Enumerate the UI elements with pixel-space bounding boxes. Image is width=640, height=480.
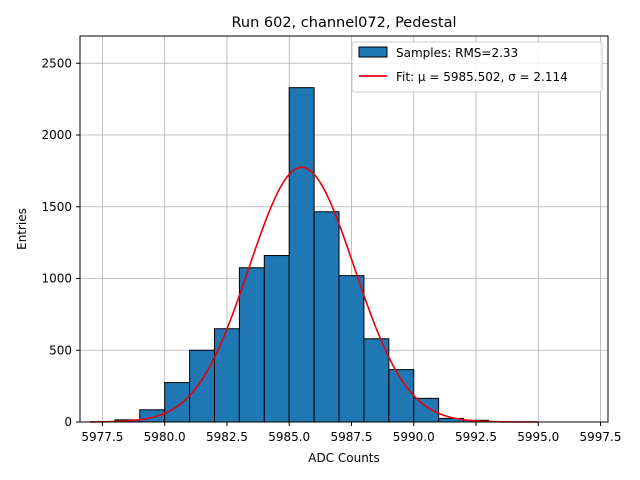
histogram-bar: [313, 211, 340, 423]
histogram-bar: [413, 397, 440, 423]
y-tick-label: 2000: [41, 128, 72, 142]
fit-curve: [89, 166, 539, 423]
x-axis-ticks: 5977.5 5980.0 5982.5 5985.0 5987.5 5990.0 5992…: [81, 422, 622, 444]
y-tick-label: 0: [64, 415, 72, 429]
y-tick-label: 500: [49, 343, 72, 357]
fit-line: [89, 166, 539, 423]
histogram-bar: [388, 369, 415, 423]
grid: [80, 36, 608, 423]
x-tick-label: 5990.0: [393, 430, 435, 444]
legend-label-fit: Fit: μ = 5985.502, σ = 2.114: [396, 70, 568, 84]
y-tick-label: 1500: [41, 200, 72, 214]
legend-label-histogram: Samples: RMS=2.33: [396, 46, 518, 60]
x-tick-label: 5987.5: [330, 430, 372, 444]
histogram-bar: [213, 328, 240, 423]
histogram-bar: [139, 409, 166, 423]
x-tick-label: 5985.0: [268, 430, 310, 444]
histogram-bar: [288, 87, 315, 423]
x-tick-label: 5982.5: [206, 430, 248, 444]
y-tick-label: 1000: [41, 272, 72, 286]
x-tick-label: 5977.5: [81, 430, 123, 444]
legend-swatch-histogram: [358, 46, 388, 58]
x-tick-label: 5992.5: [455, 430, 497, 444]
x-axis-label: ADC Counts: [308, 451, 380, 465]
x-tick-label: 5997.5: [580, 430, 622, 444]
histogram-bar: [164, 382, 191, 423]
histogram-bar: [338, 275, 365, 423]
histogram-bar: [238, 267, 265, 423]
legend-box: [351, 41, 603, 93]
legend: Samples: RMS=2.33 Fit: μ = 5985.502, σ =…: [351, 41, 603, 93]
histogram-bars: [114, 87, 489, 423]
y-axis-ticks: 0 500 1000 1500 2000 2500: [41, 56, 80, 429]
y-tick-label: 2500: [41, 56, 72, 70]
plot-frame: [79, 35, 609, 423]
histogram-bar: [363, 338, 390, 423]
x-tick-label: 5980.0: [144, 430, 186, 444]
x-tick-label: 5995.0: [517, 430, 559, 444]
histogram-bar: [189, 349, 215, 423]
y-axis-label: Entries: [15, 208, 29, 250]
chart-title: Run 602, channel072, Pedestal: [231, 15, 456, 31]
histogram-bar: [263, 255, 290, 423]
